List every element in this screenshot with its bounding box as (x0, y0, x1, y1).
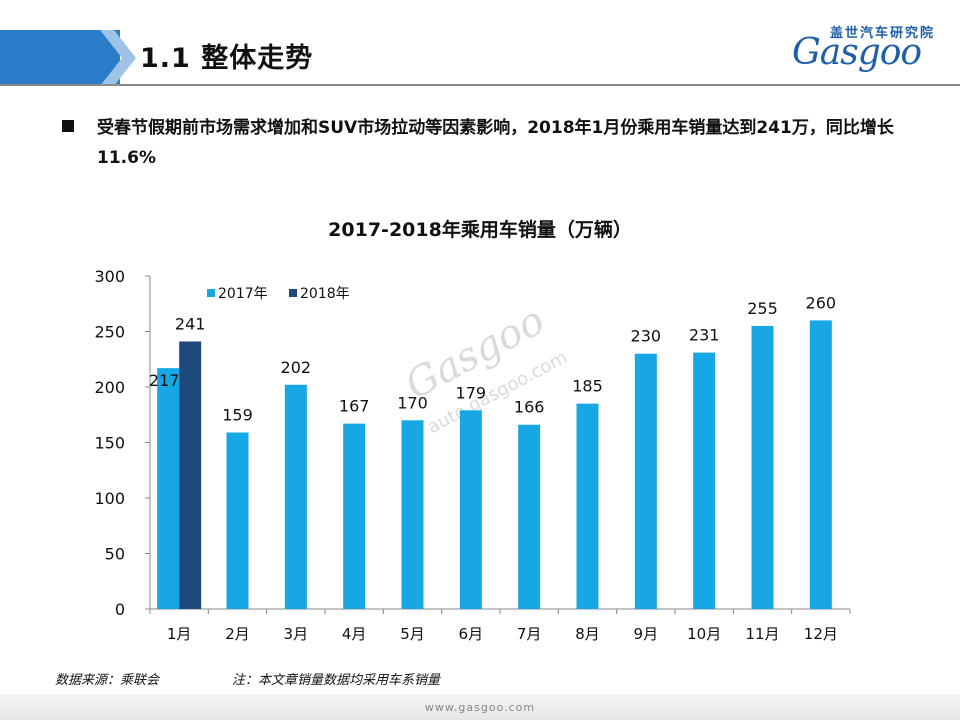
data-label: 230 (631, 327, 662, 346)
footer-url: www.gasgoo.com (424, 701, 536, 714)
x-tick-label: 2月 (225, 625, 250, 643)
data-label: 170 (397, 393, 428, 412)
footer-bar (0, 694, 960, 720)
y-tick-label: 50 (105, 545, 125, 564)
y-tick-label: 300 (94, 267, 125, 286)
bar (576, 403, 599, 609)
data-label: 179 (456, 383, 487, 402)
legend-label: 2018年 (300, 286, 350, 302)
bar (459, 410, 482, 609)
x-tick-label: 5月 (400, 625, 425, 643)
y-tick-label: 0 (115, 600, 125, 619)
bar (343, 423, 366, 609)
data-label: 217 (149, 371, 180, 390)
bar (179, 341, 202, 609)
legend-label: 2017年 (218, 286, 268, 302)
x-tick-label: 7月 (517, 625, 542, 643)
data-label: 202 (281, 358, 312, 377)
bar (518, 424, 541, 609)
header-rule (0, 84, 960, 86)
bullet-icon (62, 120, 74, 132)
bar (634, 353, 657, 609)
data-label: 260 (806, 293, 837, 312)
page-title: 1.1 整体走势 (140, 43, 314, 74)
bar (751, 325, 774, 609)
x-tick-label: 9月 (634, 625, 659, 643)
header-chevron-icon (78, 30, 136, 86)
y-tick-label: 250 (94, 323, 125, 342)
data-label: 255 (747, 299, 778, 318)
y-tick-label: 100 (94, 489, 125, 508)
bar (809, 320, 832, 609)
logo-cn-text: 盖世汽车研究院 (830, 26, 936, 41)
logo-en-text: Gasgoo (792, 32, 922, 73)
x-tick-label: 12月 (804, 625, 838, 643)
legend-swatch (289, 289, 297, 297)
x-tick-label: 4月 (342, 625, 367, 643)
data-source: 数据来源：乘联会 (55, 673, 160, 688)
chart-title: 2017-2018年乘用车销量（万辆） (328, 219, 632, 241)
bar (401, 420, 424, 609)
x-tick-label: 8月 (575, 625, 600, 643)
data-label: 241 (175, 314, 206, 333)
bar (693, 352, 716, 609)
x-tick-label: 6月 (459, 625, 484, 643)
data-label: 231 (689, 326, 720, 345)
gasgoo-logo: 盖世汽车研究院 Gasgoo (790, 22, 950, 78)
y-tick-label: 150 (94, 434, 125, 453)
x-tick-label: 1月 (167, 625, 192, 643)
bar (226, 432, 249, 609)
data-label: 159 (222, 406, 253, 425)
bar (284, 384, 307, 609)
x-tick-label: 3月 (284, 625, 309, 643)
bar (157, 368, 180, 609)
footnote: 注：本文章销量数据均采用车系销量 (232, 673, 441, 688)
y-tick-label: 200 (94, 378, 125, 397)
data-label: 166 (514, 398, 545, 417)
legend-swatch (207, 289, 215, 297)
x-tick-label: 10月 (687, 625, 721, 643)
x-tick-label: 11月 (745, 625, 779, 643)
data-label: 185 (572, 377, 603, 396)
data-label: 167 (339, 397, 370, 416)
bullet-text: 受春节假期前市场需求增加和SUV市场拉动等因素影响，2018年1月份乘用车销量达… (97, 118, 894, 168)
